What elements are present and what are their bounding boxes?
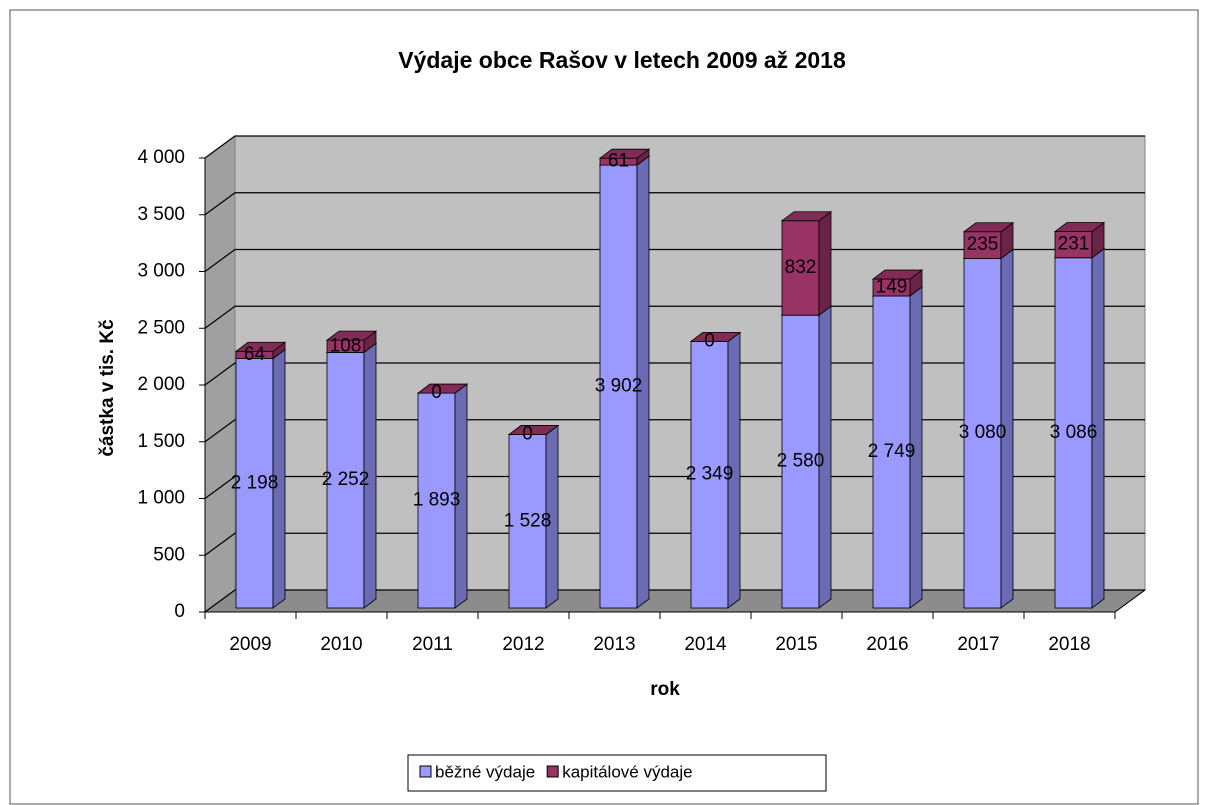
x-axis-title: rok: [650, 679, 680, 700]
data-label: 1 528: [504, 510, 552, 531]
bar-top: [689, 331, 742, 342]
bar-front: [872, 295, 911, 609]
legend-swatch: [419, 765, 432, 778]
bar-segment: [780, 210, 833, 316]
data-label: 2 349: [686, 464, 734, 485]
x-tick-label: 2013: [593, 634, 635, 655]
bar-segment: [962, 248, 1015, 609]
x-tick-label: 2015: [775, 634, 817, 655]
legend-box: [407, 754, 827, 792]
bar-top: [1053, 222, 1106, 232]
bar-front: [963, 258, 1002, 609]
bar-segment: [234, 341, 287, 360]
grid-line: [204, 419, 1145, 443]
bar-segment: [871, 269, 924, 297]
x-tick-label: 2017: [957, 634, 999, 655]
data-label: 61: [608, 151, 629, 172]
bar-top: [507, 425, 560, 435]
bar-segment: [871, 286, 924, 609]
floor-edge: [1114, 589, 1146, 613]
data-label: 2 198: [231, 472, 279, 493]
data-label: 3 086: [1050, 422, 1098, 443]
bar-front: [690, 340, 729, 609]
data-label: 1 893: [413, 490, 461, 511]
grid-line: [204, 135, 1145, 159]
x-tick-label: 2018: [1048, 634, 1090, 655]
bar-top: [416, 383, 469, 394]
x-tick-label: 2011: [412, 634, 453, 655]
y-tick-label: 500: [153, 544, 185, 565]
data-label: 3 080: [959, 422, 1007, 443]
data-label: 149: [876, 277, 908, 298]
bar-segment: [1053, 247, 1106, 609]
bar-segment: [416, 383, 469, 394]
bar-segment: [962, 221, 1015, 260]
bar-front: [417, 392, 456, 609]
y-tick-label: 1 000: [137, 488, 185, 509]
x-tick-label: 2010: [320, 634, 362, 655]
grid-line: [204, 475, 1145, 499]
grid-line: [204, 362, 1145, 386]
bar-front: [781, 220, 820, 316]
legend-swatch: [546, 765, 559, 778]
data-label: 3 902: [595, 376, 643, 397]
grid-line: [204, 305, 1145, 329]
bar-top: [871, 269, 924, 280]
x-tick-label: 2014: [684, 634, 727, 655]
grid-line: [204, 532, 1145, 556]
bar-segment: [416, 383, 469, 609]
bar-front: [235, 358, 274, 609]
bar-front: [1054, 231, 1093, 259]
bar-top: [234, 341, 287, 352]
bar-segment: [1053, 221, 1106, 259]
bar-top: [962, 222, 1015, 233]
bar-segment: [689, 331, 742, 342]
data-label: 235: [967, 234, 999, 255]
bar-front: [599, 164, 638, 609]
data-label: 832: [785, 257, 817, 278]
bar-segment: [598, 155, 651, 609]
y-tick-label: 1 500: [137, 431, 185, 452]
data-label: 2 252: [322, 469, 370, 490]
bar-segment: [507, 425, 560, 435]
bar-segment: [780, 305, 833, 609]
data-label: 231: [1058, 234, 1090, 255]
bar-segment: [325, 342, 378, 609]
chart-title: Výdaje obce Rašov v letech 2009 až 2018: [398, 47, 846, 73]
y-tick-label: 2 500: [137, 317, 185, 338]
bar-front: [781, 314, 820, 609]
bar-segment: [598, 148, 651, 166]
data-label: 108: [330, 335, 362, 356]
bar-segment: [234, 348, 287, 609]
x-tick-label: 2012: [502, 634, 544, 655]
bar-front: [963, 231, 1002, 259]
bar-side: [818, 210, 832, 316]
y-tick-label: 3 500: [137, 204, 185, 225]
data-label: 2 749: [868, 441, 916, 462]
grid-line: [204, 192, 1145, 216]
y-tick-label: 4 000: [137, 147, 185, 168]
y-tick-label: 3 000: [137, 261, 185, 282]
x-tick-label: 2009: [229, 634, 271, 655]
legend-label: kapitálové výdaje: [562, 762, 692, 781]
data-label: 0: [431, 382, 442, 403]
bar-top: [780, 211, 833, 222]
grid-line: [204, 248, 1145, 272]
y-tick-label: 2 000: [137, 374, 185, 395]
y-tick-label: 0: [174, 601, 185, 622]
bar-top: [598, 148, 651, 159]
bar-top: [325, 330, 378, 341]
y-axis-title: částka v tis. Kč: [97, 319, 118, 457]
data-label: 0: [704, 330, 715, 351]
data-label: 0: [522, 424, 533, 445]
x-tick-label: 2016: [866, 634, 908, 655]
bar-front: [508, 434, 547, 609]
bar-segment: [325, 330, 378, 354]
data-label: 64: [244, 344, 266, 365]
data-label: 2 580: [777, 451, 825, 472]
legend-label: běžné výdaje: [435, 762, 535, 781]
grid-line: [204, 589, 1145, 613]
